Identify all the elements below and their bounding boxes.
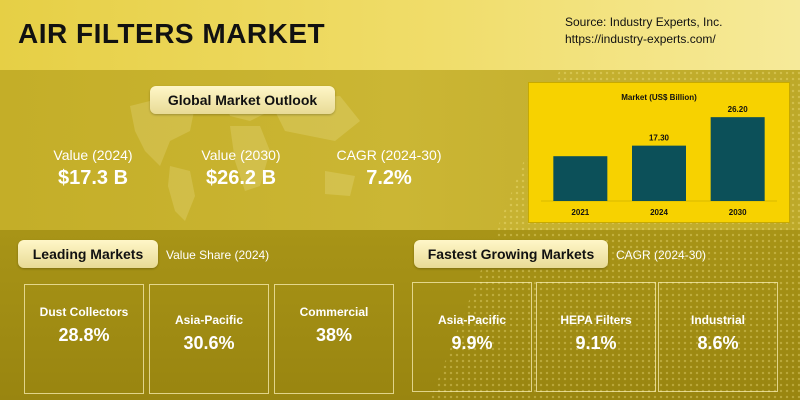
card-label: Industrial <box>690 313 745 327</box>
card-label: HEPA Filters <box>560 313 632 327</box>
metric-label: CAGR (2024-30) <box>336 147 442 163</box>
chart-svg: 2021 17.30 2024 26.20 2030 <box>541 105 777 217</box>
card-label: Asia-Pacific <box>437 313 507 327</box>
fastest-card-asia-pacific: Asia-Pacific 9.9% <box>412 282 532 392</box>
header-band: AIR FILTERS MARKET Source: Industry Expe… <box>0 0 800 70</box>
card-value: 30.6% <box>183 333 235 353</box>
chart-data-label-2030: 26.20 <box>728 105 749 114</box>
chart-bar-2024 <box>632 145 686 201</box>
source-name: Source: Industry Experts, Inc. <box>565 15 723 29</box>
leading-heading: Leading Markets <box>18 240 158 268</box>
metric-value-2024: Value (2024) $17.3 B <box>28 147 158 190</box>
chart-tick-label-2030: 2030 <box>729 208 747 217</box>
fastest-card-hepa-filters: HEPA Filters 9.1% <box>536 282 656 392</box>
source-info: Source: Industry Experts, Inc. https://i… <box>565 14 722 48</box>
page-title: AIR FILTERS MARKET <box>18 18 326 49</box>
card-value: 38% <box>315 325 353 345</box>
metric-value: $17.3 B <box>57 167 129 189</box>
card-value: 8.6% <box>697 333 739 353</box>
chart-bar-2021 <box>553 156 608 201</box>
metric-label: Value (2024) <box>53 147 133 163</box>
fastest-heading: Fastest Growing Markets <box>414 240 608 268</box>
chart-tick-label-2021: 2021 <box>571 208 589 217</box>
chart-tick-label-2024: 2024 <box>650 208 668 217</box>
fastest-card-industrial: Industrial 8.6% <box>658 282 778 392</box>
card-label: Asia-Pacific <box>174 313 244 327</box>
metric-cagr: CAGR (2024-30) 7.2% <box>324 147 454 190</box>
leading-subtitle: Value Share (2024) <box>166 248 270 262</box>
fastest-subtitle: CAGR (2024-30) <box>616 248 707 262</box>
card-value: 9.1% <box>575 333 617 353</box>
metric-value: 7.2% <box>366 167 412 189</box>
chart-data-label-2024: 17.30 <box>649 134 670 143</box>
source-url[interactable]: https://industry-experts.com/ <box>565 32 716 46</box>
card-value: 28.8% <box>58 325 110 345</box>
metric-value: $26.2 B <box>205 167 277 189</box>
card-label: Dust Collectors <box>39 305 129 319</box>
leading-card-asia-pacific: Asia-Pacific 30.6% <box>149 284 269 394</box>
leading-card-dust-collectors: Dust Collectors 28.8% <box>24 284 144 394</box>
card-label: Commercial <box>299 305 369 319</box>
chart-title: Market (US$ Billion) <box>621 93 697 102</box>
market-chart: Market (US$ Billion) 2021 17.30 2024 26.20 2… <box>528 82 790 223</box>
chart-bar-2030 <box>710 117 765 201</box>
metric-value-2030: Value (2030) $26.2 B <box>176 147 306 190</box>
leading-card-commercial: Commercial 38% <box>274 284 394 394</box>
outlook-heading: Global Market Outlook <box>150 86 335 114</box>
metric-label: Value (2030) <box>201 147 281 163</box>
card-value: 9.9% <box>451 333 493 353</box>
